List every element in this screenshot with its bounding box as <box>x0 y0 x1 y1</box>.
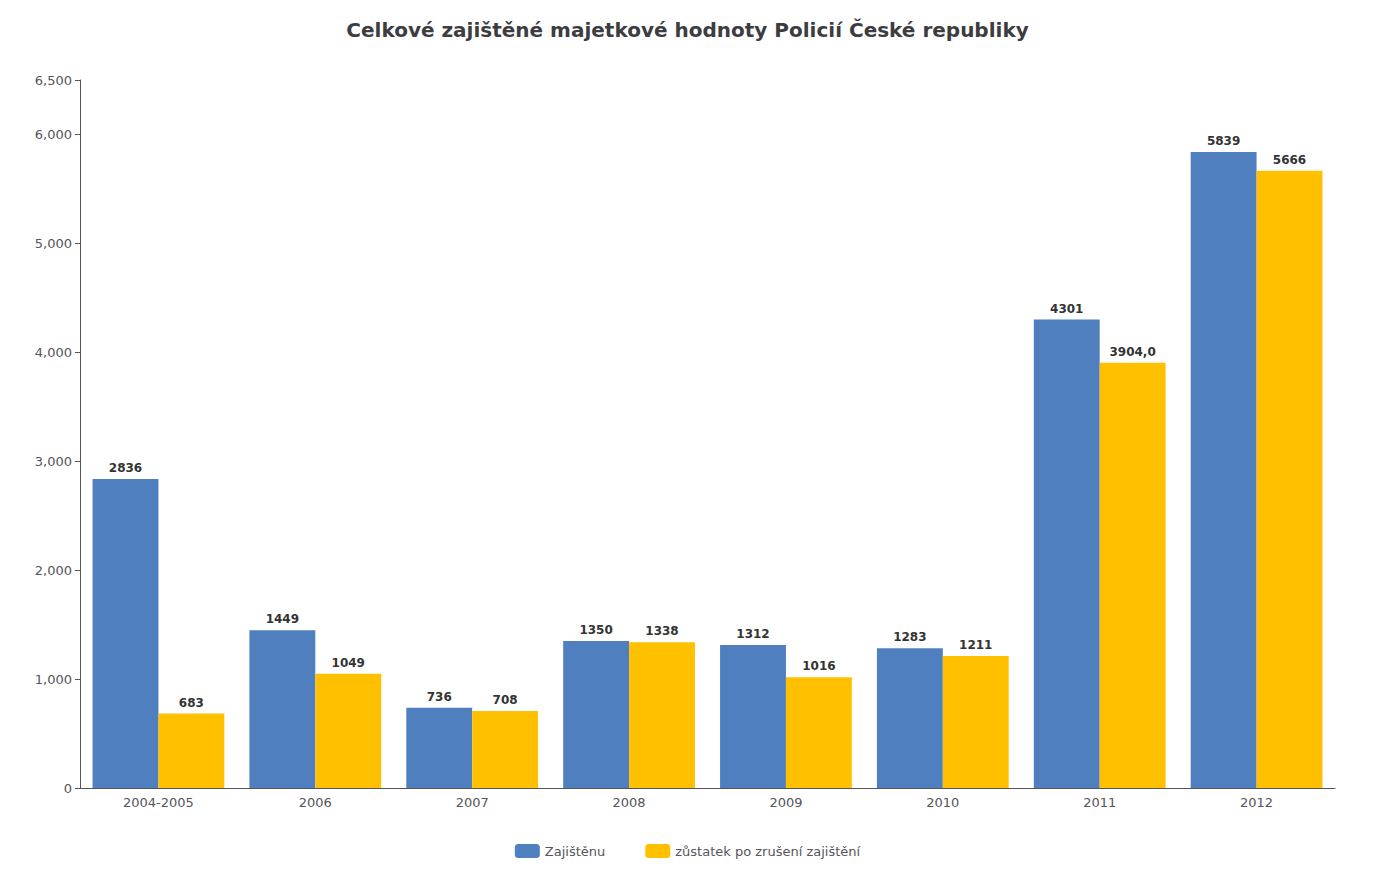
svg-text:2006: 2006 <box>299 795 332 810</box>
svg-text:3904,0: 3904,0 <box>1109 345 1155 359</box>
svg-text:2008: 2008 <box>613 795 646 810</box>
svg-text:1211: 1211 <box>959 638 992 652</box>
svg-text:6,500: 6,500 <box>35 73 72 88</box>
svg-text:1049: 1049 <box>332 656 365 670</box>
svg-text:3,000: 3,000 <box>35 454 72 469</box>
svg-text:1,000: 1,000 <box>35 672 72 687</box>
svg-text:1338: 1338 <box>645 624 678 638</box>
svg-text:5666: 5666 <box>1273 153 1306 167</box>
svg-text:683: 683 <box>179 696 204 710</box>
svg-text:708: 708 <box>493 693 518 707</box>
svg-text:4,000: 4,000 <box>35 345 72 360</box>
svg-text:Zajištěnu: Zajištěnu <box>545 844 605 859</box>
svg-text:736: 736 <box>427 690 452 704</box>
svg-text:2012: 2012 <box>1240 795 1273 810</box>
svg-text:zůstatek po zrušení zajištění: zůstatek po zrušení zajištění <box>675 844 860 859</box>
svg-text:6,000: 6,000 <box>35 127 72 142</box>
svg-text:2004-2005: 2004-2005 <box>123 795 194 810</box>
svg-text:5839: 5839 <box>1207 134 1240 148</box>
svg-text:Celkové zajištěné majetkové ho: Celkové zajištěné majetkové hodnoty Poli… <box>346 18 1028 42</box>
svg-text:1312: 1312 <box>736 627 769 641</box>
svg-text:4301: 4301 <box>1050 302 1083 316</box>
svg-text:1283: 1283 <box>893 630 926 644</box>
svg-text:5,000: 5,000 <box>35 236 72 251</box>
svg-text:2,000: 2,000 <box>35 563 72 578</box>
svg-text:1350: 1350 <box>579 623 612 637</box>
svg-text:2011: 2011 <box>1083 795 1116 810</box>
svg-text:0: 0 <box>64 781 72 796</box>
svg-text:2836: 2836 <box>109 461 142 475</box>
svg-text:2010: 2010 <box>926 795 959 810</box>
svg-text:1449: 1449 <box>266 612 299 626</box>
svg-text:2007: 2007 <box>456 795 489 810</box>
svg-text:2009: 2009 <box>769 795 802 810</box>
svg-text:1016: 1016 <box>802 659 835 673</box>
